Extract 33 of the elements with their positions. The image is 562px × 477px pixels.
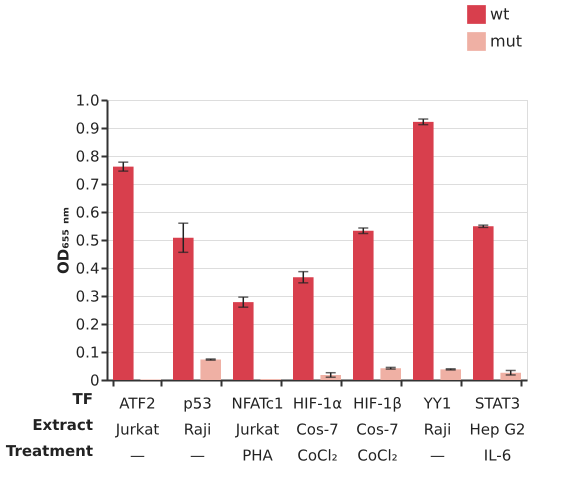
legend-label: mut bbox=[490, 32, 522, 50]
bar bbox=[113, 166, 134, 380]
y-tick-label: 0.5 bbox=[76, 232, 100, 250]
y-tick-label: 0.4 bbox=[76, 260, 100, 278]
y-tick-label: 0.9 bbox=[76, 120, 100, 138]
bar bbox=[440, 369, 461, 380]
bar bbox=[413, 122, 434, 380]
x-tick-label: STAT3 Hep G2 IL-6 bbox=[470, 394, 526, 464]
bar bbox=[353, 230, 374, 380]
bar bbox=[233, 302, 254, 380]
bar bbox=[173, 238, 194, 380]
y-tick-label: 0.1 bbox=[76, 344, 100, 362]
text: TF bbox=[72, 390, 93, 408]
bar bbox=[380, 368, 401, 380]
y-tick-label: 0.6 bbox=[76, 204, 100, 222]
x-tick-label: NFATc1 Jurkat PHA bbox=[232, 394, 284, 464]
bar bbox=[200, 360, 221, 380]
x-tick-label: ATF2 Jurkat — bbox=[114, 394, 160, 464]
y-tick-label: 0.3 bbox=[76, 288, 100, 306]
text: Treatment bbox=[6, 442, 93, 460]
y-axis-title: OD₆₅₅ ₙₘ bbox=[54, 206, 73, 274]
x-tick-label: p53 Raji — bbox=[183, 394, 212, 464]
text: Extract bbox=[32, 416, 93, 434]
y-tick-label: 0.2 bbox=[76, 316, 100, 334]
bar bbox=[293, 277, 314, 380]
y-tick-label: 0 bbox=[90, 372, 100, 390]
y-tick-label: 1.0 bbox=[76, 92, 100, 110]
y-tick-label: 0.7 bbox=[76, 176, 100, 194]
x-tick-label: HIF-1β Cos-7 CoCl₂ bbox=[353, 394, 402, 464]
y-tick-label: 0.8 bbox=[76, 148, 100, 166]
x-tick-label: YY1 Raji — bbox=[422, 394, 452, 464]
legend-label: wt bbox=[490, 4, 510, 24]
x-tick-label: HIF-1α Cos-7 CoCl₂ bbox=[292, 394, 342, 464]
